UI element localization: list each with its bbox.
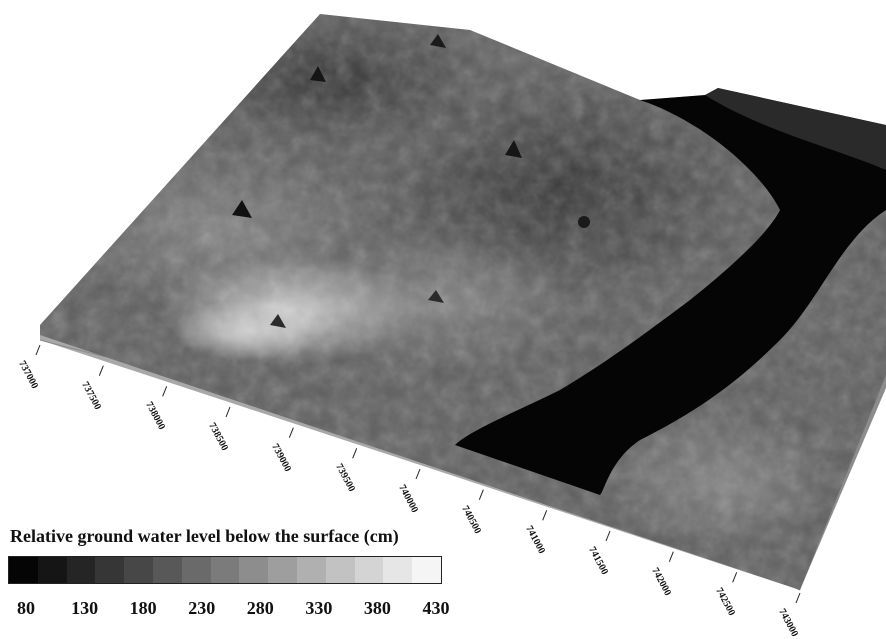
x-axis-tick-mark [162, 386, 168, 397]
legend-swatch [210, 557, 240, 583]
legend-tick-label: 280 [246, 598, 274, 618]
legend-tick-labels: 80 130 180 230 280 330 380 430 [8, 598, 450, 622]
legend-swatch [95, 557, 125, 583]
x-axis-tick-mark [35, 344, 41, 356]
legend-tick-label: 80 [17, 598, 35, 618]
legend-tick-label: 130 [71, 598, 99, 618]
legend-tick-label: 380 [363, 598, 391, 618]
legend-title: Relative ground water level below the su… [10, 526, 399, 546]
legend-swatch [268, 557, 297, 583]
legend-swatch [124, 557, 153, 583]
x-axis-tick-mark [98, 365, 104, 376]
legend-swatch [296, 557, 326, 583]
legend-swatch [325, 557, 355, 583]
legend-swatch [354, 557, 384, 583]
x-axis-tick-mark [415, 468, 421, 480]
x-axis-tick-marks [35, 344, 801, 604]
legend-swatch [152, 557, 182, 583]
legend-swatch [9, 557, 38, 583]
x-axis-tick-mark [288, 427, 294, 438]
legend-tick-label: 180 [129, 598, 157, 618]
x-axis-tick-mark [668, 551, 674, 562]
x-axis-tick-mark [542, 510, 548, 521]
legend-tick-label: 330 [305, 598, 333, 618]
legend-swatch [383, 557, 413, 583]
legend-swatch [66, 557, 96, 583]
legend-tick-label: 230 [188, 598, 216, 618]
river-channel [455, 88, 886, 495]
x-axis-tick-mark [225, 406, 231, 418]
x-axis-tick-mark [732, 572, 738, 583]
legend-swatch [239, 557, 269, 583]
legend-swatch [412, 557, 441, 583]
x-axis-tick-mark [795, 592, 801, 604]
x-axis-tick-mark [352, 448, 358, 459]
x-axis-tick-mark [478, 489, 484, 500]
legend-tick-label: 430 [422, 598, 450, 618]
legend-swatch [181, 557, 211, 583]
x-axis-tick-mark [605, 530, 611, 542]
legend-color-bar [8, 556, 442, 584]
legend-swatch [37, 557, 67, 583]
